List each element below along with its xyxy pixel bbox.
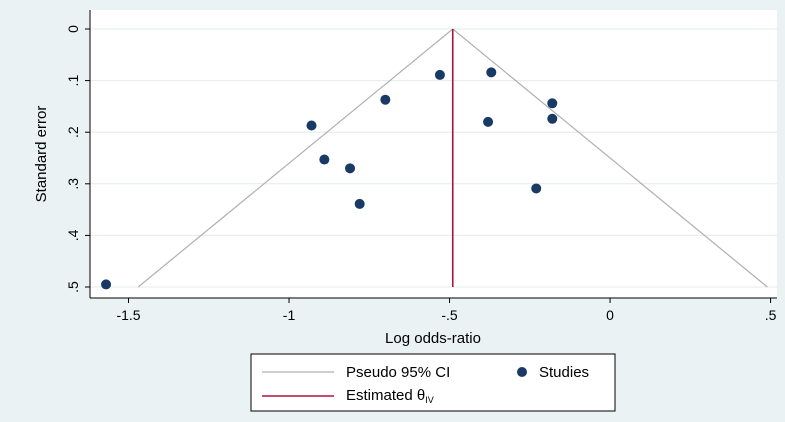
x-tick-label: -1.5 (116, 307, 140, 323)
y-tick-label: .3 (65, 178, 81, 190)
y-tick-label: .4 (65, 229, 81, 241)
ci-line-left (137, 28, 454, 288)
study-points (101, 67, 558, 290)
legend-box (250, 353, 616, 412)
x-tick-label: -.5 (441, 307, 458, 323)
study-point (319, 154, 330, 165)
y-tick-label: 0 (65, 25, 81, 33)
study-point (547, 113, 558, 124)
y-tick-label: .2 (65, 126, 81, 138)
legend-studies-marker (517, 367, 527, 377)
study-point (380, 94, 391, 105)
y-axis: 0 .1 .2 .3 .4 .5 (65, 10, 91, 298)
x-tick-label: .5 (765, 307, 777, 323)
study-point (486, 67, 497, 78)
pseudo-ci-lines (137, 28, 768, 288)
y-tick-label: .1 (65, 75, 81, 87)
legend: Pseudo 95% CI Studies Estimated θIV (250, 353, 616, 412)
study-point (531, 183, 542, 194)
study-point (354, 198, 365, 209)
x-tick-label: 0 (606, 307, 614, 323)
plot-area (90, 10, 777, 298)
grid-lines (90, 28, 777, 288)
x-axis-title: Log odds-ratio (385, 330, 481, 347)
study-point (345, 163, 356, 174)
y-tick-label: .5 (65, 281, 81, 293)
study-point (306, 120, 317, 131)
study-point (547, 98, 558, 109)
x-tick-label: -1 (283, 307, 296, 323)
legend-estimate-label: Estimated θIV (346, 387, 434, 405)
x-axis: -1.5 -1 -.5 0 .5 (90, 297, 777, 323)
y-axis-title: Standard error (33, 106, 50, 203)
study-point (101, 279, 112, 290)
legend-estimate-subscript: IV (425, 395, 434, 405)
study-point (483, 116, 494, 127)
ci-line-right (452, 28, 768, 288)
study-point (434, 69, 445, 80)
legend-studies-label: Studies (539, 364, 589, 381)
legend-ci-label: Pseudo 95% CI (346, 364, 450, 381)
legend-estimate-text: Estimated θ (346, 387, 425, 404)
